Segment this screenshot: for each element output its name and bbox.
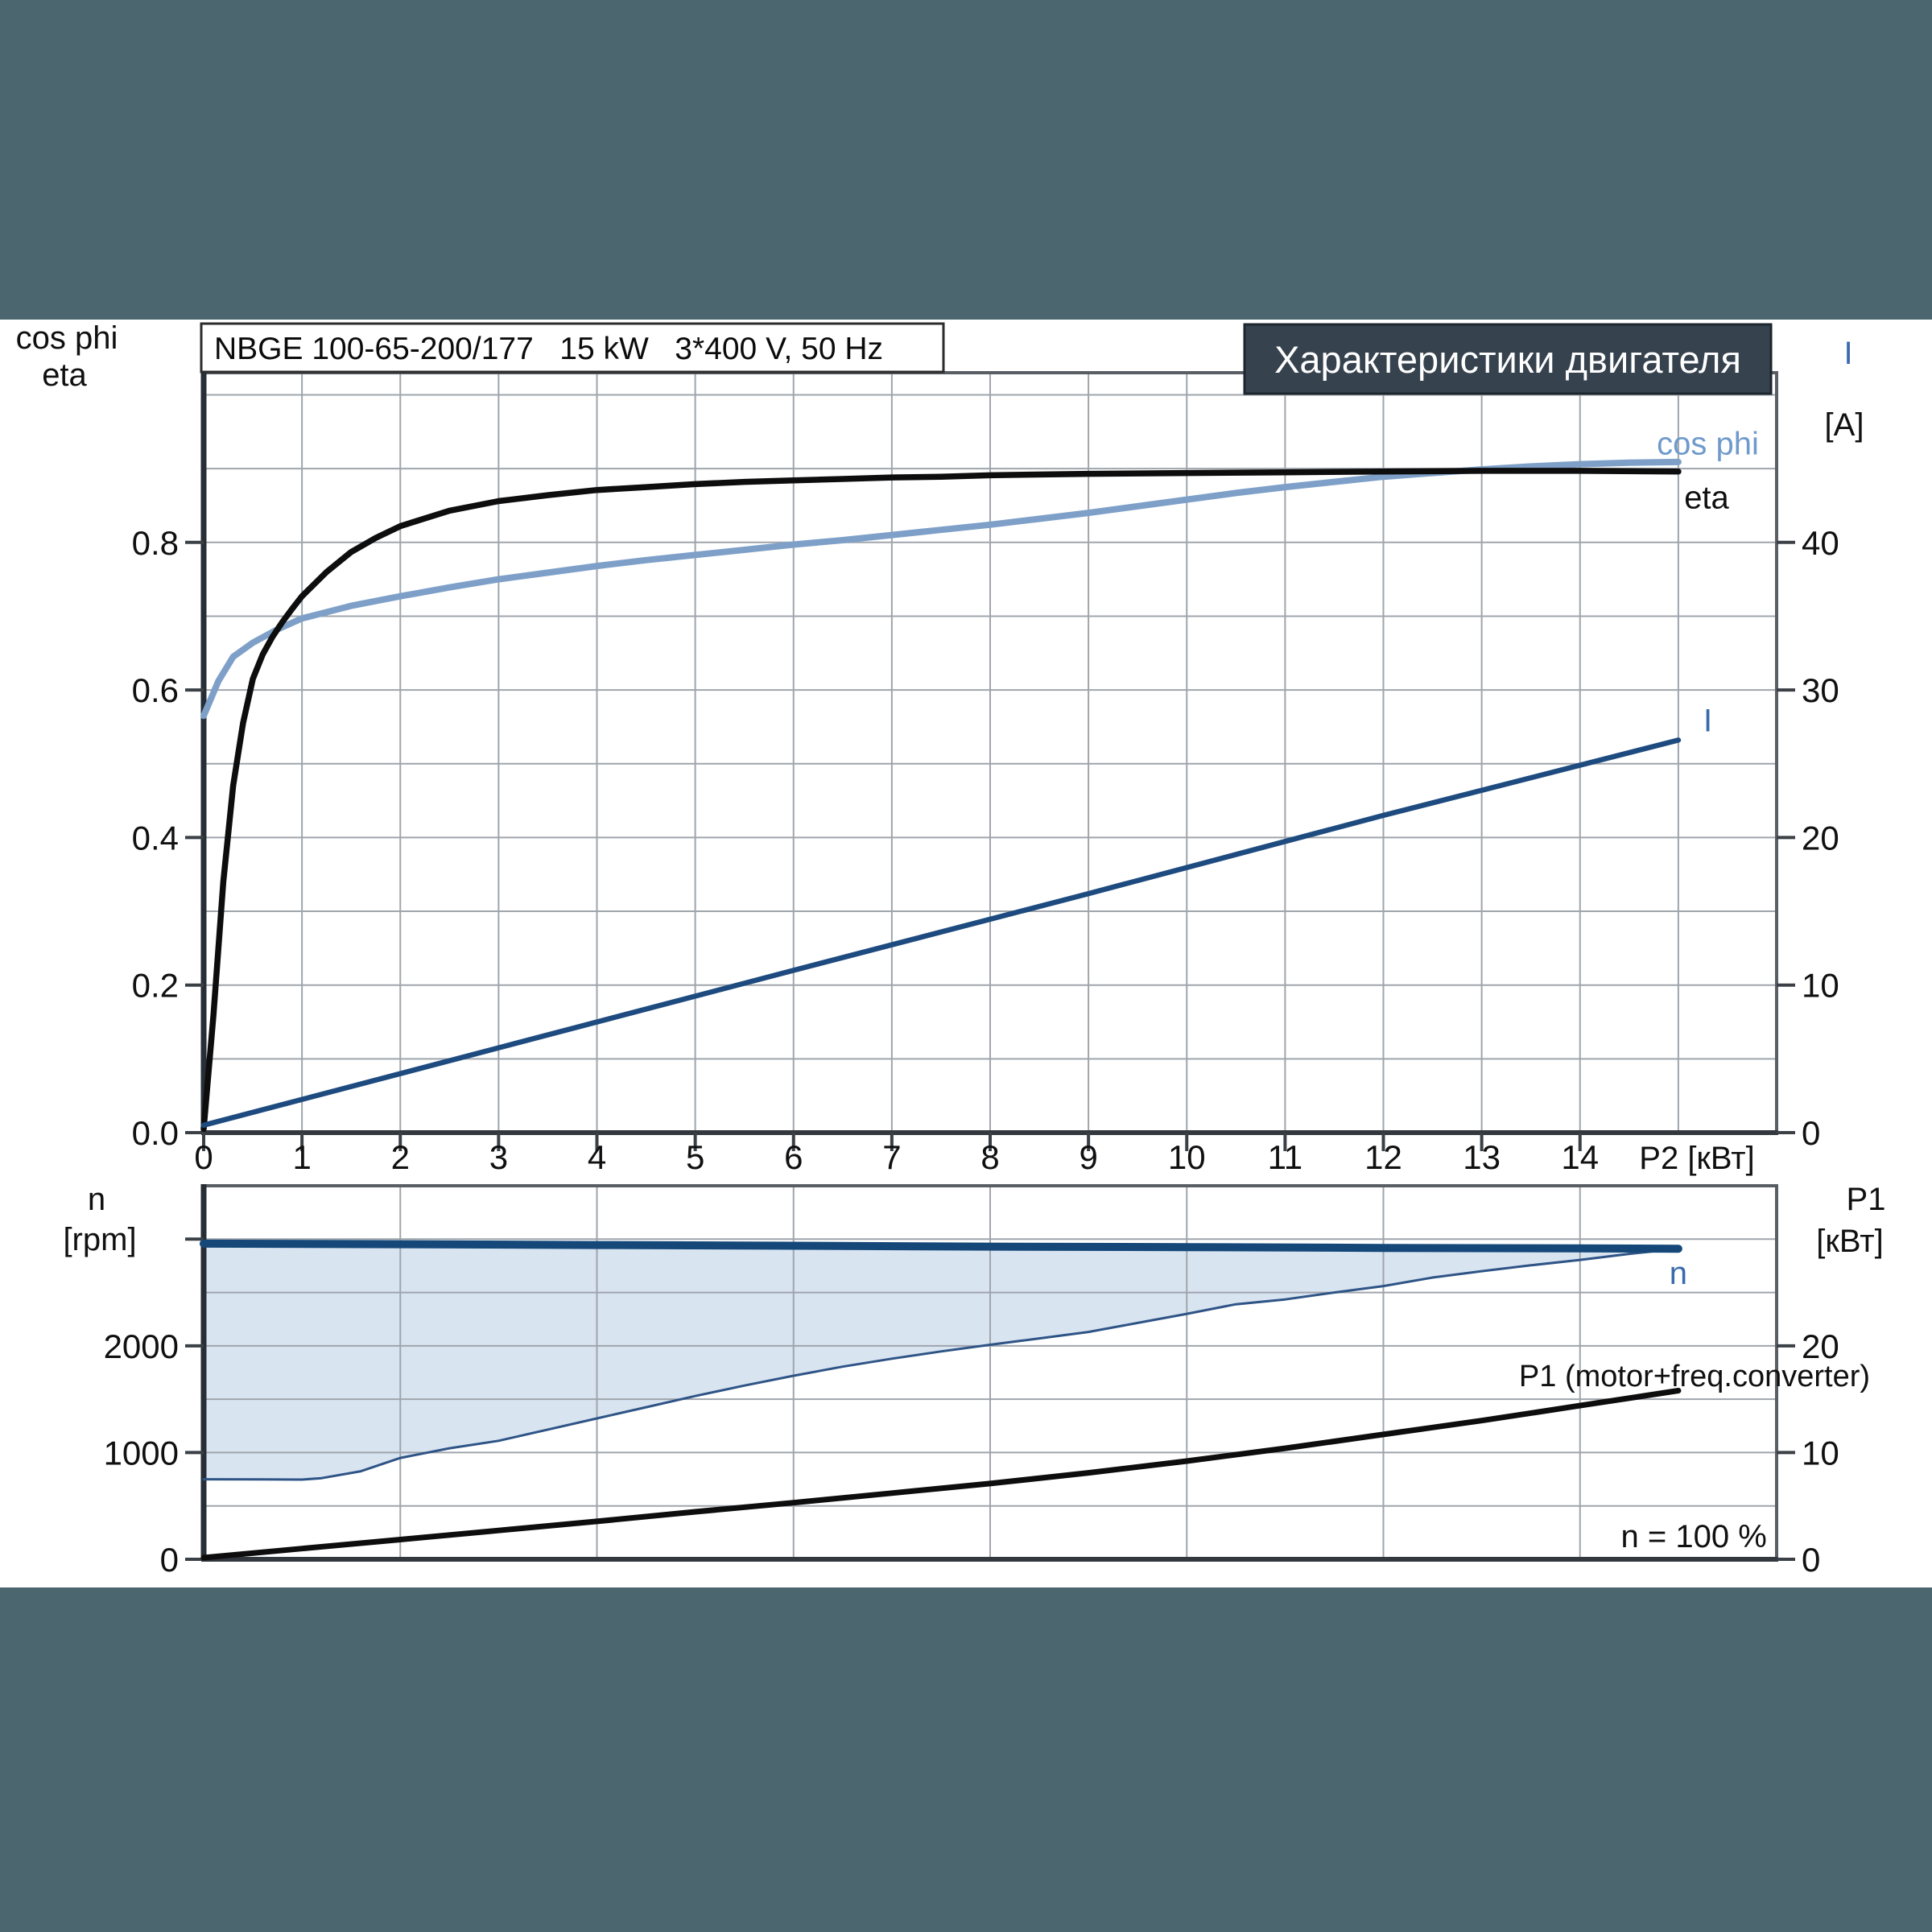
y-right-tick-label: 10: [1802, 967, 1839, 1005]
p1-curve: [200, 1388, 1682, 1561]
y-right-tick-label: 20: [1802, 1327, 1839, 1365]
cos-phi-label: cos phi: [1657, 427, 1759, 462]
top-left-axis-title-eta: eta: [42, 357, 87, 393]
i-label: I: [1703, 703, 1712, 738]
x-tick-label: 3: [489, 1138, 508, 1176]
y-right-tick-label: 30: [1802, 671, 1839, 709]
n-curve: [200, 1239, 1682, 1253]
n-min-curve: [202, 1247, 1680, 1481]
header-title: Характеристики двигателя: [1274, 338, 1741, 381]
x-tick-label: 11: [1268, 1138, 1303, 1176]
title-box: NBGE 100-65-200/177 15 kW 3*400 V, 50 Hz: [200, 322, 945, 374]
x-tick-label: 2: [391, 1138, 410, 1176]
x-tick-label: 1: [292, 1138, 311, 1176]
n-label: n: [1670, 1256, 1687, 1291]
bottom-right-axis-title-p1: P1: [1847, 1182, 1886, 1217]
top-chart: 0 1 2 3 4 5 6 7 8 9 10 11 12 13 140.00.20.40.60.801020…: [132, 371, 1839, 1176]
x-tick-label: 4: [588, 1138, 606, 1176]
y-left-tick-label: 0.6: [132, 671, 179, 709]
x-tick-label: 8: [980, 1138, 999, 1176]
top-right-axis-title-current: I: [1843, 336, 1852, 371]
y-left-tick-label: 0.8: [132, 524, 179, 562]
title-box-frame: [200, 322, 945, 374]
y-right-tick-label: 0: [1802, 1114, 1820, 1152]
y-left-tick-label: 0: [160, 1541, 179, 1579]
y-left-tick-label: 0.4: [132, 819, 179, 857]
x-tick-label: 9: [1079, 1138, 1097, 1176]
y-left-tick-label: 2000: [104, 1327, 179, 1365]
x-tick-label: 6: [784, 1138, 803, 1176]
y-left-tick-label: 1000: [104, 1434, 179, 1472]
eta-curve: [200, 468, 1682, 1133]
x-tick-label: 12: [1364, 1138, 1402, 1176]
x-tick-label: 5: [686, 1138, 704, 1176]
header-badge-frame: [1243, 323, 1773, 395]
bottom-chart: 0 1000 2000 0 10 20 n P1 (motor+freq.converter)…: [104, 1184, 1870, 1579]
y-right-tick-label: 0: [1802, 1541, 1820, 1579]
y-right-tick-label: 10: [1802, 1434, 1839, 1472]
y-right-tick-label: 20: [1802, 819, 1839, 857]
y-left-tick-label: 0.0: [132, 1114, 179, 1152]
i-curve: [200, 737, 1682, 1129]
bottom-right-axis-unit-kw: [кВт]: [1816, 1224, 1883, 1259]
top-left-axis-title-cos-phi: cos phi: [16, 320, 118, 356]
cos-phi-curve: [200, 458, 1682, 720]
y-right-tick-label: 40: [1802, 524, 1839, 562]
eta-label: eta: [1684, 481, 1729, 516]
x-tick-label: 14: [1561, 1138, 1599, 1176]
top-right-axis-unit-amps: [A]: [1825, 407, 1864, 443]
x-tick-label: 7: [882, 1138, 901, 1176]
x-tick-label: 13: [1463, 1138, 1501, 1176]
header-badge: Характеристики двигателя: [1243, 323, 1773, 395]
x-axis-unit-p2-kw: P2 [кВт]: [1639, 1141, 1754, 1176]
pump-title: NBGE 100-65-200/177 15 kW 3*400 V, 50 Hz: [214, 332, 883, 366]
x-tick-label: 10: [1168, 1138, 1206, 1176]
p1-motor-freq-converter-label: P1 (motor+freq.converter): [1519, 1360, 1870, 1393]
x-tick-label: 0: [194, 1138, 213, 1176]
n-100-label: n = 100 %: [1621, 1519, 1767, 1554]
bottom-left-axis-unit-rpm: [rpm]: [63, 1222, 136, 1257]
y-left-tick-label: 0.2: [132, 967, 179, 1005]
bottom-left-axis-title-n: n: [88, 1182, 105, 1217]
speed-range-area: [204, 1243, 1678, 1480]
